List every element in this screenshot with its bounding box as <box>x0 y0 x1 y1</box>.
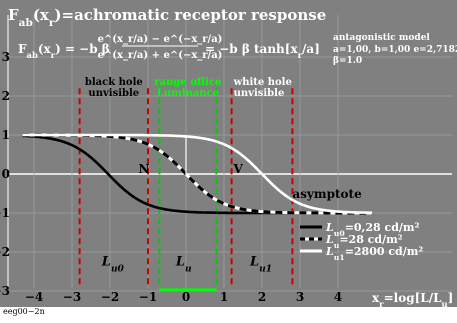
formula-numerator: e^(x_r/a) − e^(−x_r/a) <box>98 34 223 45</box>
y-tick-label: −3 <box>0 284 10 298</box>
region-name: Lu1 <box>249 255 272 275</box>
y-tick-label: 1 <box>2 128 10 142</box>
legend-label: Lu0=0,28 cd/m² <box>325 221 420 238</box>
y-tick-label: −1 <box>0 206 10 220</box>
region-label: Luminance <box>157 88 219 99</box>
figure-code: eeg00−2n <box>3 307 45 316</box>
curve-l-u-28-cd-m- <box>22 133 373 215</box>
region-label: black hole <box>85 77 143 88</box>
legend-label: Lu=28 cd/m² <box>325 233 403 250</box>
x-tick-label: −1 <box>139 290 157 304</box>
label-asymptote: asymptote <box>292 187 362 201</box>
legend-label: Lu1=2800 cd/m² <box>325 245 423 262</box>
curves <box>22 133 373 215</box>
label-n: N <box>139 162 150 176</box>
chart-title: Fab(xr)=achromatic receptor response <box>8 6 326 29</box>
plot-background <box>0 0 457 307</box>
formula-denominator: e^(x_r/a) + e^(−x_r/a) <box>98 50 223 61</box>
x-tick-label: 4 <box>334 290 342 304</box>
x-tick-label: 3 <box>296 290 304 304</box>
x-tick-label: 2 <box>258 290 266 304</box>
formula-lhs: Fab(xr) = −b β <box>18 42 110 60</box>
model-params: a=1,00, b=1,00 e=2,7182 <box>333 45 457 55</box>
x-tick-label: 1 <box>220 290 228 304</box>
label-v: V <box>233 162 244 176</box>
model-heading: antagonistic model <box>333 33 430 43</box>
y-tick-label: 2 <box>2 89 10 103</box>
curve-l-u1-2800-cd-m- <box>22 133 373 215</box>
region-name: Lu <box>175 255 192 275</box>
y-tick-label: 0 <box>2 167 10 181</box>
formula-rhs: = −b β tanh[xr/a] <box>205 42 320 60</box>
model-beta: β=1.0 <box>333 56 362 66</box>
region-label: unvisible <box>88 88 139 99</box>
x-tick-label: −3 <box>63 290 81 304</box>
tick-labels: −4 −3 −2 −1 0 1 2 3 4 −3 −2 −1 0 1 2 3 <box>0 50 342 304</box>
region-label: white hole <box>233 77 292 88</box>
y-tick-label: 3 <box>2 50 10 64</box>
regions <box>78 88 294 292</box>
y-tick-label: −2 <box>0 245 10 259</box>
region-name: Lu0 <box>101 255 125 275</box>
x-tick-label: −2 <box>101 290 119 304</box>
region-label: range office <box>154 77 221 88</box>
x-tick-label: 0 <box>182 290 190 304</box>
region-label: unvisible <box>234 88 285 99</box>
x-tick-label: −4 <box>25 290 43 304</box>
x-axis-label: xr=log[L/Lu] <box>372 291 453 309</box>
